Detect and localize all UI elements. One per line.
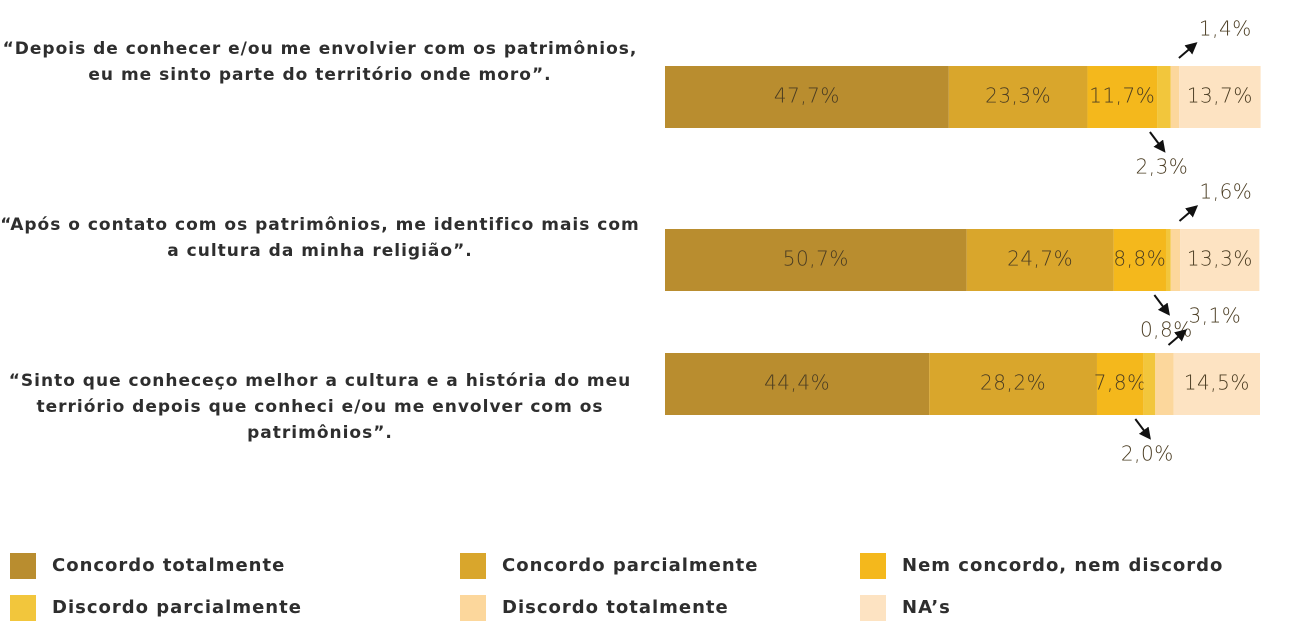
value-label: 14,5% [1184,371,1250,395]
value-label: 44,4% [764,371,830,395]
legend-label: Discordo totalmente [502,597,729,618]
bar-segment [1170,66,1180,128]
arrow [1178,42,1198,59]
bar-segment [1113,229,1166,291]
bar-segment [1165,229,1171,291]
value-label: 1,4% [1199,17,1252,41]
category-label: “Depois de conhecer e/ou me envolvier co… [2,39,638,85]
legend-label: NA’s [902,597,951,618]
legend-label: Concordo totalmente [52,555,285,576]
bar-segment [1143,353,1156,415]
value-label: 3,1% [1189,304,1242,328]
value-label: 2,3% [1136,155,1189,179]
value-label: 47,7% [774,84,840,108]
value-label: 23,3% [985,84,1051,108]
value-label: 7,8% [1094,371,1147,395]
value-label: 2,0% [1121,442,1174,466]
arrow [1167,329,1188,346]
value-label: 50,7% [783,247,849,271]
value-label: 28,2% [980,371,1046,395]
legend-label: Discordo parcialmente [52,597,302,618]
bar-segment [665,66,949,128]
bar-segment [1087,66,1158,128]
value-label: 13,3% [1187,247,1253,271]
bar-segment [1180,229,1260,291]
arrow [1134,418,1151,440]
bar-segment [1179,66,1261,128]
bar-segment [1155,353,1174,415]
legend-swatch [460,595,486,621]
legend-swatch [860,595,886,621]
value-label: 13,7% [1187,84,1253,108]
bar-segment [1157,66,1171,128]
category-label: “Sinto que conheceço melhor a cultura e … [8,371,632,443]
bar-segment [665,229,967,291]
legend-swatch [10,553,36,579]
legend-swatch [860,553,886,579]
value-label: 0,8% [1140,318,1193,342]
bar-segment [929,353,1097,415]
legend-swatch [10,595,36,621]
value-label: 8,8% [1113,247,1166,271]
arrow [1149,131,1166,153]
bar-segment [1170,229,1181,291]
category-label: “Após o contato com os patrimônios, me i… [0,215,640,261]
value-label: 11,7% [1089,84,1155,108]
arrow [1178,205,1199,222]
legend-swatch [460,553,486,579]
legend-label: Concordo parcialmente [502,555,758,576]
arrow [1153,294,1170,316]
bar-segment [665,353,930,415]
bar-segment [966,229,1114,291]
bar-segment [1096,353,1144,415]
bar-segment [948,66,1088,128]
bar-segment [1173,353,1260,415]
legend-label: Nem concordo, nem discordo [902,555,1223,576]
value-label: 1,6% [1200,180,1253,204]
value-label: 24,7% [1007,247,1073,271]
